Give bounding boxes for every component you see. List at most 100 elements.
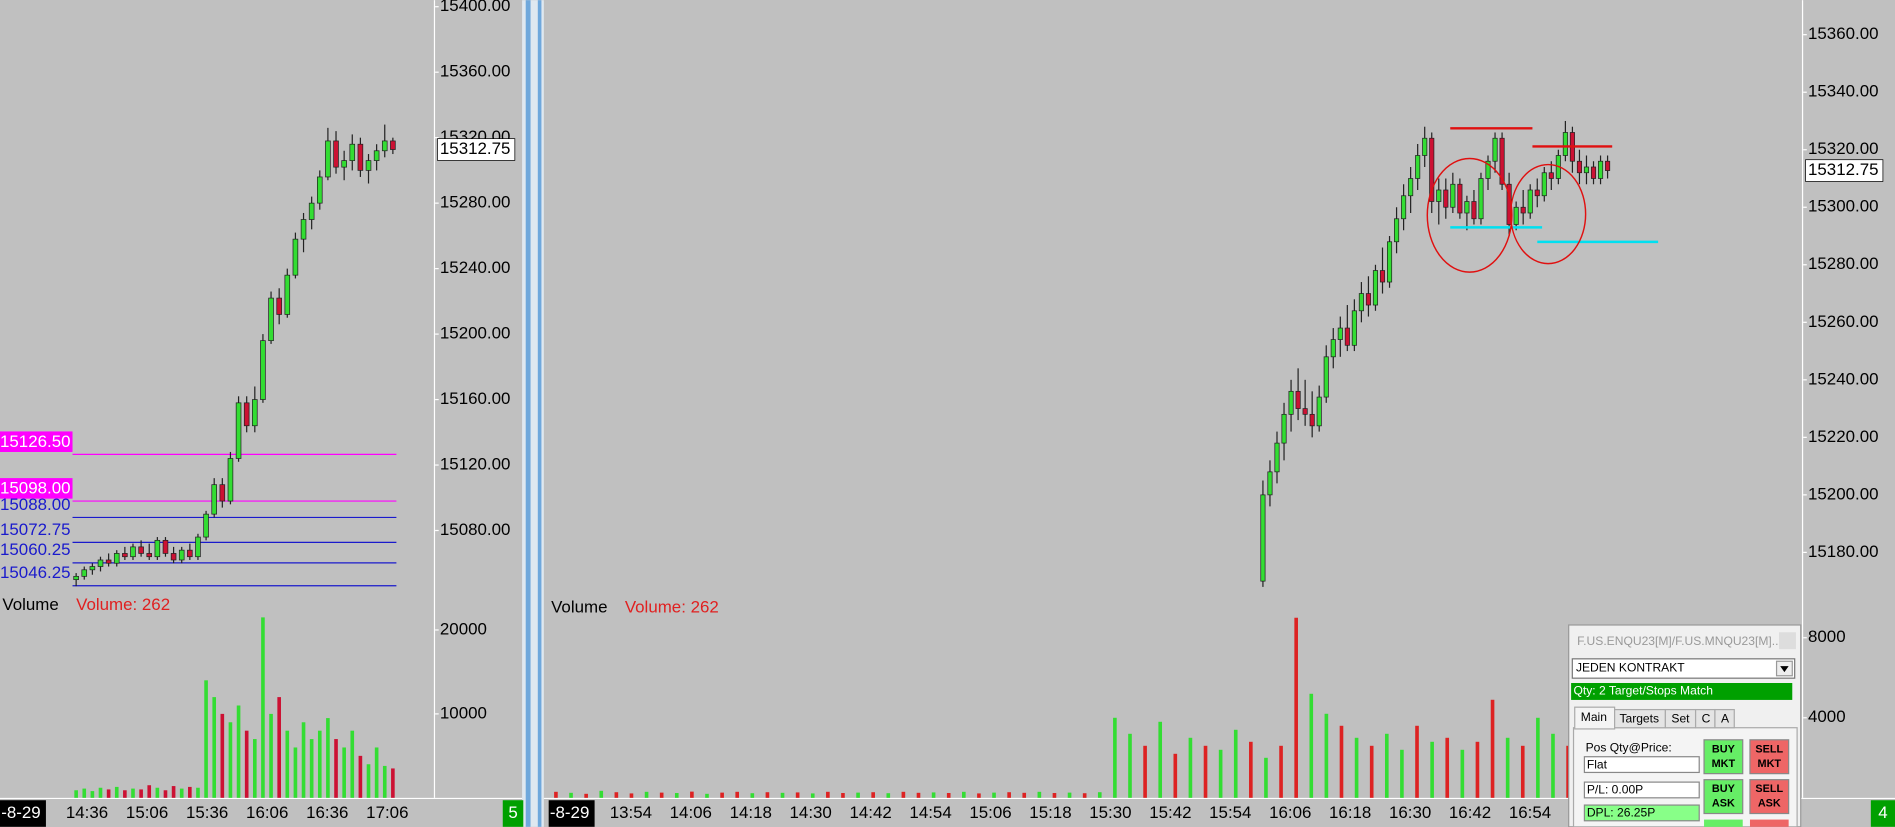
candle-body bbox=[1337, 327, 1343, 340]
volume-bar bbox=[1400, 749, 1404, 798]
volume-bar bbox=[1339, 725, 1344, 798]
candle-body bbox=[1527, 189, 1533, 214]
tab-label: A bbox=[1721, 711, 1730, 725]
candle-body bbox=[1605, 160, 1611, 171]
volume-bar bbox=[931, 792, 936, 798]
volume-bar bbox=[179, 788, 184, 798]
candle-body bbox=[260, 340, 266, 400]
y-tick-label: 15240.00 bbox=[440, 258, 511, 277]
candle-body bbox=[97, 559, 104, 567]
button-label: SELL bbox=[1755, 783, 1783, 795]
button-partial[interactable] bbox=[1704, 819, 1743, 827]
volume-tick-label: 20000 bbox=[440, 619, 487, 638]
badge bbox=[502, 800, 524, 827]
volume-bar bbox=[326, 718, 330, 798]
candle-body bbox=[1316, 396, 1322, 427]
pl: P/L: 0.00P bbox=[1587, 783, 1643, 797]
volume-bar bbox=[391, 768, 395, 798]
tab[interactable] bbox=[1714, 708, 1735, 729]
candle-body bbox=[1590, 166, 1597, 179]
volume-bar bbox=[826, 791, 830, 798]
candle-body bbox=[1408, 178, 1414, 197]
order-button[interactable] bbox=[1749, 739, 1790, 775]
volume-bar bbox=[1143, 745, 1147, 798]
candle-body bbox=[130, 546, 136, 558]
candle-body bbox=[211, 484, 217, 515]
badge bbox=[1870, 800, 1895, 827]
candle-body bbox=[300, 219, 307, 240]
volume-bar bbox=[293, 747, 298, 798]
volume-bar bbox=[334, 739, 338, 798]
volume-bar bbox=[1113, 717, 1117, 798]
order-button[interactable] bbox=[1703, 739, 1744, 775]
y-tick-label: 15220.00 bbox=[1808, 427, 1879, 446]
button-partial[interactable] bbox=[1749, 819, 1789, 827]
volume-bar bbox=[916, 792, 921, 798]
volume-bar bbox=[644, 791, 649, 798]
badge-text: 4 bbox=[1878, 803, 1887, 822]
volume-bar bbox=[629, 793, 634, 798]
volume-bar bbox=[155, 787, 160, 798]
y-tick-label: 15240.00 bbox=[1808, 369, 1879, 388]
order-panel: F.US.ENQU23[M]/F.US.MNQU23[M]... JEDEN K… bbox=[1568, 624, 1802, 827]
volume-bar bbox=[204, 680, 208, 798]
close-button[interactable] bbox=[1778, 632, 1796, 650]
volume-bar bbox=[244, 730, 249, 798]
candle-body bbox=[203, 513, 209, 538]
candle-body bbox=[333, 140, 339, 168]
volume-bar bbox=[212, 697, 217, 798]
candle-body bbox=[1422, 137, 1428, 156]
level-label: 15072.75 bbox=[0, 520, 71, 539]
volume-bar bbox=[810, 793, 815, 798]
x-tick-label: 16:36 bbox=[306, 803, 348, 822]
volume-bar bbox=[1384, 733, 1389, 798]
order-button[interactable] bbox=[1749, 779, 1790, 815]
volume-bar bbox=[720, 792, 724, 798]
volume-bar bbox=[871, 792, 875, 798]
candle-body bbox=[1365, 293, 1371, 306]
button-label: ASK bbox=[1758, 798, 1781, 810]
volume-bar bbox=[196, 787, 200, 798]
candle-body bbox=[1372, 270, 1379, 306]
level-label-box bbox=[0, 431, 73, 452]
candle-body bbox=[349, 143, 356, 161]
candle-body bbox=[1309, 413, 1315, 427]
volume-bar bbox=[236, 705, 241, 798]
volume-bar bbox=[82, 788, 87, 798]
date-box bbox=[548, 800, 595, 827]
volume-bar bbox=[123, 790, 127, 798]
volume-label: Volume bbox=[551, 598, 607, 617]
volume-bar bbox=[1264, 757, 1268, 798]
volume-bar bbox=[1037, 791, 1042, 798]
tab-label: Main bbox=[1581, 710, 1607, 724]
candle-body bbox=[1429, 137, 1435, 202]
candle-body bbox=[1330, 339, 1336, 358]
volume-bar bbox=[261, 617, 265, 798]
candle-body bbox=[268, 297, 274, 342]
button-label: BUY bbox=[1712, 743, 1736, 755]
volume-bar bbox=[1082, 793, 1087, 798]
candle-body bbox=[243, 402, 250, 427]
order-button[interactable] bbox=[1703, 779, 1744, 815]
panel-title: F.US.ENQU23[M]/F.US.MNQU23[M]... bbox=[1577, 634, 1782, 648]
x-tick-label: 16:42 bbox=[1449, 803, 1491, 822]
candle-body bbox=[1541, 172, 1547, 197]
volume-bar bbox=[1309, 693, 1314, 798]
volume-bar bbox=[962, 791, 966, 798]
candle-body bbox=[105, 559, 112, 564]
x-tick-label: 15:54 bbox=[1209, 803, 1251, 822]
x-tick-label: 15:30 bbox=[1089, 803, 1131, 822]
account-select[interactable] bbox=[1571, 658, 1796, 679]
volume-bar bbox=[1097, 792, 1102, 798]
volume-bar bbox=[317, 730, 322, 798]
pos-value: Flat bbox=[1587, 757, 1608, 771]
volume-bar bbox=[1430, 741, 1434, 798]
order-buttons: BUY MKT SELL MKT BUY ASK SELL ASK bbox=[1703, 739, 1790, 815]
last-price-box bbox=[1805, 159, 1884, 182]
candle-body bbox=[1576, 160, 1582, 174]
volume-bar bbox=[382, 765, 387, 798]
candle-body bbox=[1443, 189, 1449, 208]
volume-bar bbox=[795, 792, 800, 798]
